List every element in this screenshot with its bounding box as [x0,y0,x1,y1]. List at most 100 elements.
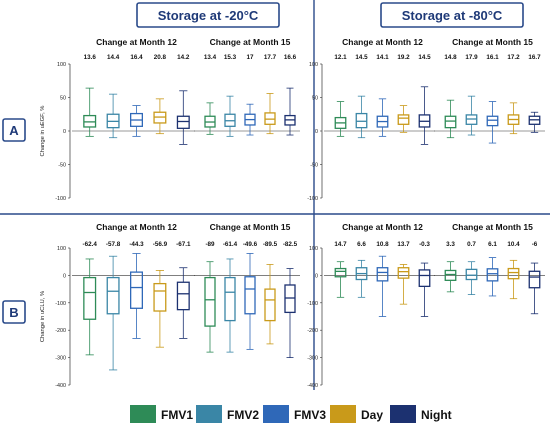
median-label: 6.1 [488,241,497,248]
box-fmv3 [486,101,499,144]
median-label: 13.4 [204,54,217,61]
median-label: 19.2 [397,54,410,61]
box-iqr [204,276,216,327]
box-iqr [355,112,368,129]
legend-label: FMV3 [294,408,326,422]
panel-2: Change at Month 15 13.4 15.3 17 17.7 16.6 [194,37,300,137]
median-label: 13.6 [84,54,97,61]
y-tick-label: -100 [55,196,66,202]
median-label: -49.6 [243,241,258,248]
median-label: 6.6 [357,241,366,248]
median-label: 17.9 [465,54,478,61]
median-label: 16.6 [284,54,297,61]
panels: Change at Month 12 -100 -50 0 50 100 Change in… [40,37,545,389]
panel-7: Change at Month 12 -400 -300 -200 -100 0 100 14… [307,222,435,389]
box-iqr [376,267,389,282]
median-label: -56.9 [153,241,168,248]
box-night [284,87,296,136]
legend-label: FMV2 [227,408,259,422]
median-label: -61.4 [223,241,238,248]
box-night [528,111,541,133]
box-iqr [465,268,478,281]
box-iqr [224,276,236,322]
panel-title: Change at Month 15 [210,222,291,232]
y-tick-label: -300 [55,356,66,362]
box-fmv2 [355,95,368,139]
box-fmv2 [224,258,236,353]
median-label: 16.4 [130,54,143,61]
box-iqr [528,270,541,289]
y-tick-label: -200 [307,328,318,334]
box-iqr [129,271,143,309]
panel-8: Change at Month 15 3.3 0.7 6.1 10.4 -6 [434,222,545,315]
header-box-right [380,2,524,28]
box-fmv1 [204,102,216,135]
box-night [418,86,431,145]
median-label: 10.8 [376,241,389,248]
box-fmv3 [244,103,256,136]
box-day [153,270,167,348]
panel-title: Change at Month 15 [452,37,533,47]
median-label: 14.2 [177,54,190,61]
box-fmv3 [129,105,143,137]
row-label-b: B [9,305,18,320]
row-box-b [2,300,26,324]
median-label: 14.7 [334,241,347,248]
legend-label: Night [421,408,452,422]
median-label: -6 [532,241,538,248]
box-iqr [507,267,520,280]
median-label: 20.8 [154,54,167,61]
legend-swatch [263,405,289,423]
median-label: 14.1 [376,54,389,61]
median-label: 14.5 [418,54,431,61]
median-label: 14.4 [107,54,120,61]
y-tick-label: -50 [310,163,318,169]
box-night [418,262,431,317]
panel-title: Change at Month 12 [342,222,423,232]
header-right: Storage at -80°C [402,8,503,23]
box-iqr [486,115,499,127]
y-tick-label: 100 [309,62,318,68]
box-fmv2 [106,255,120,371]
median-label: 14.5 [355,54,368,61]
y-tick-label: -400 [55,383,66,389]
panel-4: Change at Month 15 14.8 17.9 16.1 17.2 16.7 [434,37,545,144]
legend-swatch [390,405,416,423]
box-iqr [176,115,190,129]
box-day [264,264,276,345]
box-iqr [153,282,167,312]
panel-title: Change at Month 12 [96,222,177,232]
y-tick-label: 100 [309,246,318,252]
y-tick-label: -100 [307,301,318,307]
box-iqr [486,268,499,282]
box-fmv1 [204,261,216,353]
median-label: -0.3 [419,241,430,248]
panel-1: Change at Month 12 -100 -50 0 50 100 Change in… [40,37,195,202]
box-iqr [418,269,431,288]
box-iqr [244,276,256,315]
box-iqr [444,115,457,129]
median-label: -57.8 [106,241,121,248]
median-label: 16.7 [528,54,541,61]
y-axis-label: Change in uEGF, % [40,106,46,157]
box-fmv1 [83,87,97,137]
box-night [176,267,190,339]
panel-title: Change at Month 12 [342,37,423,47]
box-day [397,105,410,133]
box-fmv2 [355,259,368,298]
box-night [284,268,296,359]
box-fmv2 [465,261,478,295]
box-fmv1 [334,101,347,137]
median-label: -62.4 [83,241,98,248]
median-label: -44.3 [129,241,144,248]
box-fmv2 [465,95,478,136]
box-iqr [106,276,120,315]
legend-swatch [330,405,356,423]
y-tick-label: -200 [55,328,66,334]
box-day [153,98,167,135]
y-tick-label: 0 [315,273,318,279]
box-iqr [334,267,347,278]
legend: FMV1 FMV2 FMV3 Day Night [130,405,452,423]
median-label: 15.3 [224,54,237,61]
